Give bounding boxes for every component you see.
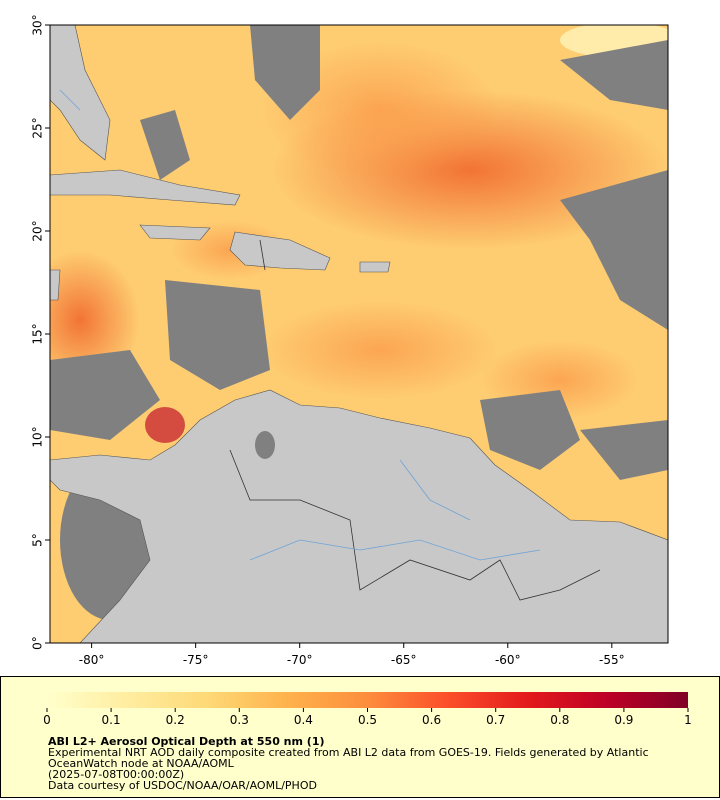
colorbar-tick-label: 0.4 [294,713,313,727]
caption-description: Experimental NRT AOD daily composite cre… [48,746,649,770]
caption-credit: Data courtesy of USDOC/NOAA/OAR/AOML/PHO… [48,779,317,792]
colorbar-tick-label: 1 [684,713,692,727]
x-tick-label: -55° [599,653,625,667]
caption-timestamp: (2025-07-08T00:00:00Z) [48,768,185,781]
colorbar-tick-label: 0.8 [550,713,569,727]
map: -80° -75° -70° -65° -60° -55° 0° 5° 10° 15° 20° 25°… [31,14,669,667]
colorbar-tick-label: 0.1 [102,713,121,727]
y-tick-label: 20° [31,220,45,241]
x-tick-label: -65° [391,653,417,667]
y-tick-label: 30° [31,14,45,35]
caption: ABI L2+ Aerosol Optical Depth at 550 nm … [48,736,688,791]
y-tick-label: 0° [31,636,45,650]
colorbar: 0 0.1 0.2 0.3 0.4 0.5 0.6 0.7 0.8 0.9 1 [43,692,692,727]
colorbar-tick-label: 0.3 [230,713,249,727]
x-tick-label: -70° [287,653,313,667]
y-tick-label: 15° [31,323,45,344]
x-tick-label: -75° [183,653,209,667]
caption-title: ABI L2+ Aerosol Optical Depth at 550 nm … [48,735,325,748]
colorbar-tick-label: 0.6 [422,713,441,727]
colorbar-bar [47,692,688,708]
y-tick-label: 5° [31,533,45,547]
y-tick-label: 25° [31,117,45,138]
y-tick-label: 10° [31,426,45,447]
colorbar-tick-label: 0 [43,713,51,727]
map-imagery [50,25,668,643]
colorbar-tick-label: 0.2 [166,713,185,727]
x-tick-label: -80° [79,653,105,667]
colorbar-tick-label: 0.5 [358,713,377,727]
colorbar-tick-label: 0.7 [486,713,505,727]
colorbar-tick-label: 0.9 [614,713,633,727]
x-tick-label: -60° [495,653,521,667]
